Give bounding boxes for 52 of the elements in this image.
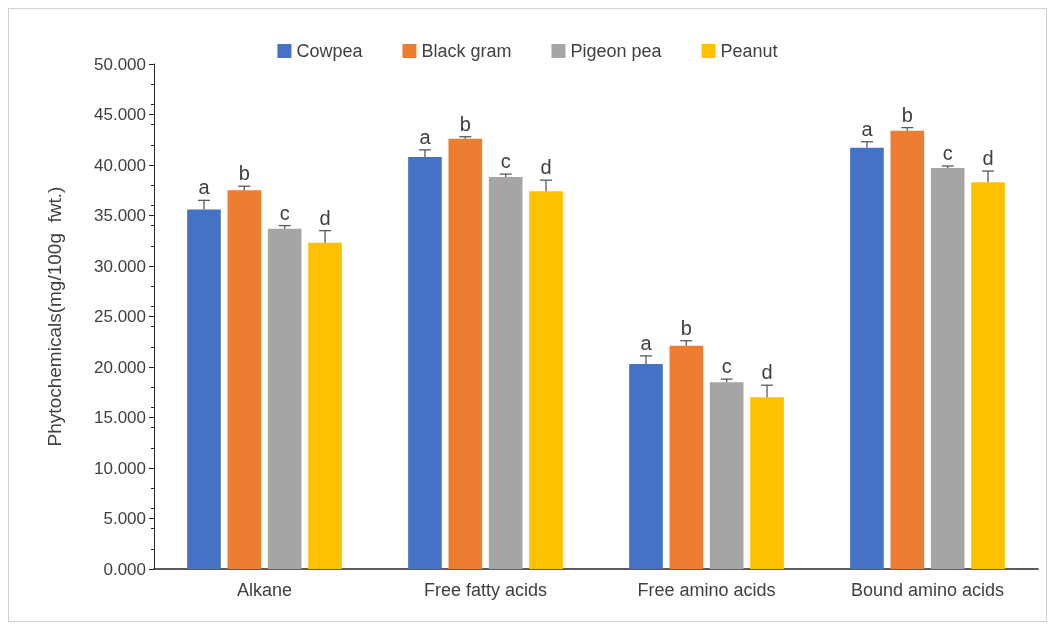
y-tick-label: 35.000: [94, 206, 146, 225]
y-tick-label: 10.000: [94, 458, 146, 478]
y-tick-label: 5.000: [103, 509, 146, 528]
bar: [529, 191, 563, 569]
data-label: d: [982, 147, 994, 170]
bar: [629, 363, 663, 569]
data-label: b: [238, 162, 250, 185]
legend-label: Cowpea: [296, 41, 364, 61]
data-label: a: [861, 117, 874, 140]
bar: [488, 177, 523, 569]
x-tick-label: Free amino acids: [637, 580, 776, 600]
legend-label: Peanut: [720, 41, 778, 61]
y-tick-label: 20.000: [94, 357, 146, 377]
y-tick-label: 15.000: [94, 408, 146, 427]
bar: [890, 130, 925, 569]
legend-label: Black gram: [421, 41, 512, 61]
bar: [669, 345, 704, 569]
data-label: a: [419, 125, 432, 148]
data-label: c: [942, 142, 953, 165]
y-tick-label: 40.000: [94, 155, 146, 175]
data-label: d: [761, 361, 773, 384]
bar: [448, 138, 483, 569]
data-label: b: [459, 112, 471, 135]
y-tick-label: 30.000: [94, 256, 146, 276]
data-label: b: [680, 316, 692, 339]
bar: [308, 242, 342, 569]
x-tick-label: Bound amino acids: [850, 580, 1005, 600]
bar: [408, 156, 442, 569]
y-tick-label: 25.000: [94, 307, 146, 326]
data-label: c: [721, 355, 732, 378]
data-label: a: [198, 176, 211, 199]
legend-label: Pigeon pea: [570, 41, 663, 61]
bar: [709, 382, 744, 569]
data-label: c: [279, 201, 290, 224]
y-tick-label: 45.000: [94, 105, 146, 124]
bar: [750, 397, 784, 569]
data-label: d: [319, 206, 331, 229]
bar: [187, 209, 221, 569]
data-label: a: [640, 331, 653, 354]
bar: [267, 228, 302, 569]
y-tick-label: 0.000: [103, 559, 146, 579]
bar: [227, 190, 262, 569]
bar: [971, 182, 1005, 569]
x-tick-label: Alkane: [236, 580, 293, 600]
data-label: b: [901, 103, 913, 126]
data-label: c: [500, 150, 511, 173]
x-tick-label: Free fatty acids: [423, 580, 548, 600]
bar: [850, 147, 884, 569]
y-tick-label: 50.000: [94, 54, 146, 74]
y-axis-title: Phytochemicals(mg/100g fwt.): [44, 186, 65, 447]
data-label: d: [540, 156, 552, 179]
bar: [930, 168, 965, 569]
